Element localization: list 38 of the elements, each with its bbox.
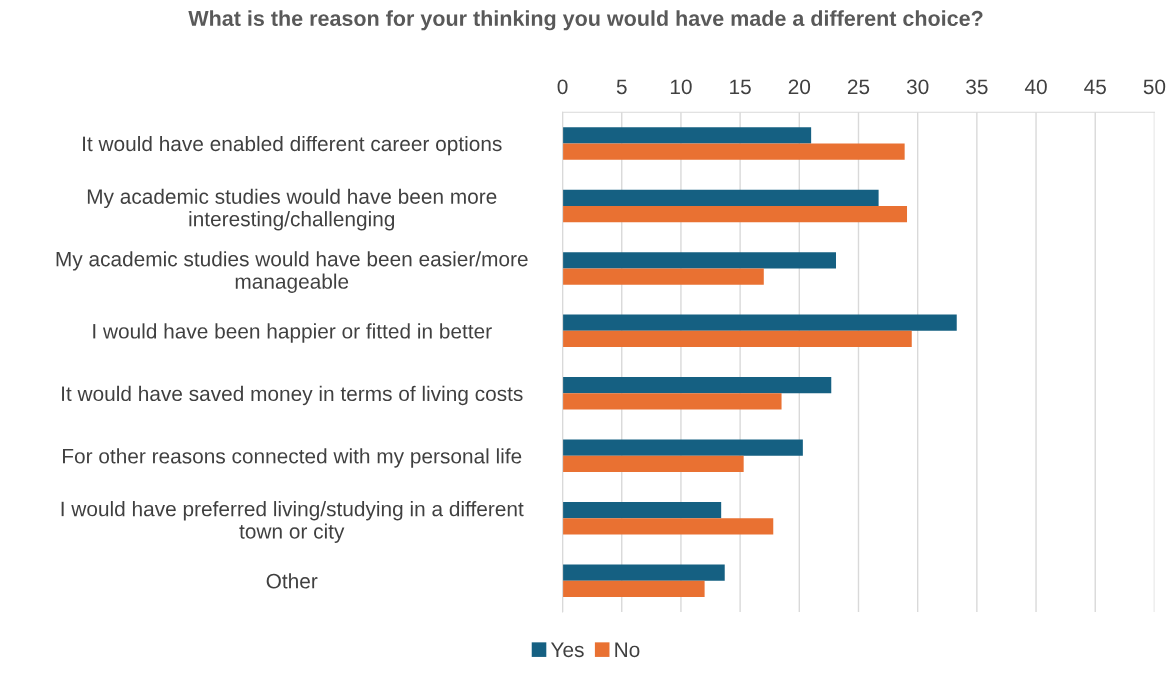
x-tick-label: 20 — [788, 79, 811, 95]
bar — [562, 502, 722, 519]
bar — [562, 439, 803, 456]
x-tick-label: 15 — [730, 79, 751, 95]
legend-label: No — [615, 642, 640, 658]
bar — [562, 143, 905, 160]
bar — [562, 455, 744, 473]
bar — [562, 205, 908, 223]
y-tick-label: It would have saved money in terms of living costs — [62, 385, 523, 406]
y-tick-label: I would have preferred living/studying in a different town or city — [61, 501, 524, 543]
x-tick-label: 45 — [1084, 79, 1106, 95]
bar — [562, 518, 774, 535]
bar — [562, 268, 764, 285]
bar — [562, 377, 832, 394]
x-tick-label: 25 — [847, 79, 870, 95]
legend-label: Yes — [550, 642, 584, 658]
chart-title: What is the reason for your thinking you would have made a different choice? — [188, 10, 983, 31]
x-tick-label: 0 — [557, 79, 568, 95]
x-tick-label: 35 — [966, 79, 988, 95]
x-tick-label: 40 — [1024, 79, 1047, 95]
bar — [562, 580, 705, 598]
bar — [562, 564, 725, 581]
x-tick-label: 50 — [1143, 79, 1166, 95]
y-tick-label: My academic studies would have been easier/more manageable — [56, 251, 528, 293]
y-tick-label: It would have enabled different career options — [83, 135, 502, 156]
bar — [562, 393, 782, 410]
bar — [562, 314, 957, 331]
x-tick-label: 30 — [906, 79, 929, 95]
x-tick-label: 5 — [616, 79, 627, 95]
x-tick-label: 10 — [670, 79, 692, 95]
bar — [562, 252, 836, 269]
bar — [562, 330, 912, 348]
bar — [562, 127, 812, 144]
y-tick-label: For other reasons connected with my personal life — [63, 448, 522, 468]
y-tick-label: My academic studies would have been more interesting/challenging — [87, 188, 497, 231]
y-tick-label: Other — [266, 573, 318, 589]
y-tick-label: I would have been happier or fitted in better — [93, 323, 492, 343]
bar — [562, 189, 879, 206]
